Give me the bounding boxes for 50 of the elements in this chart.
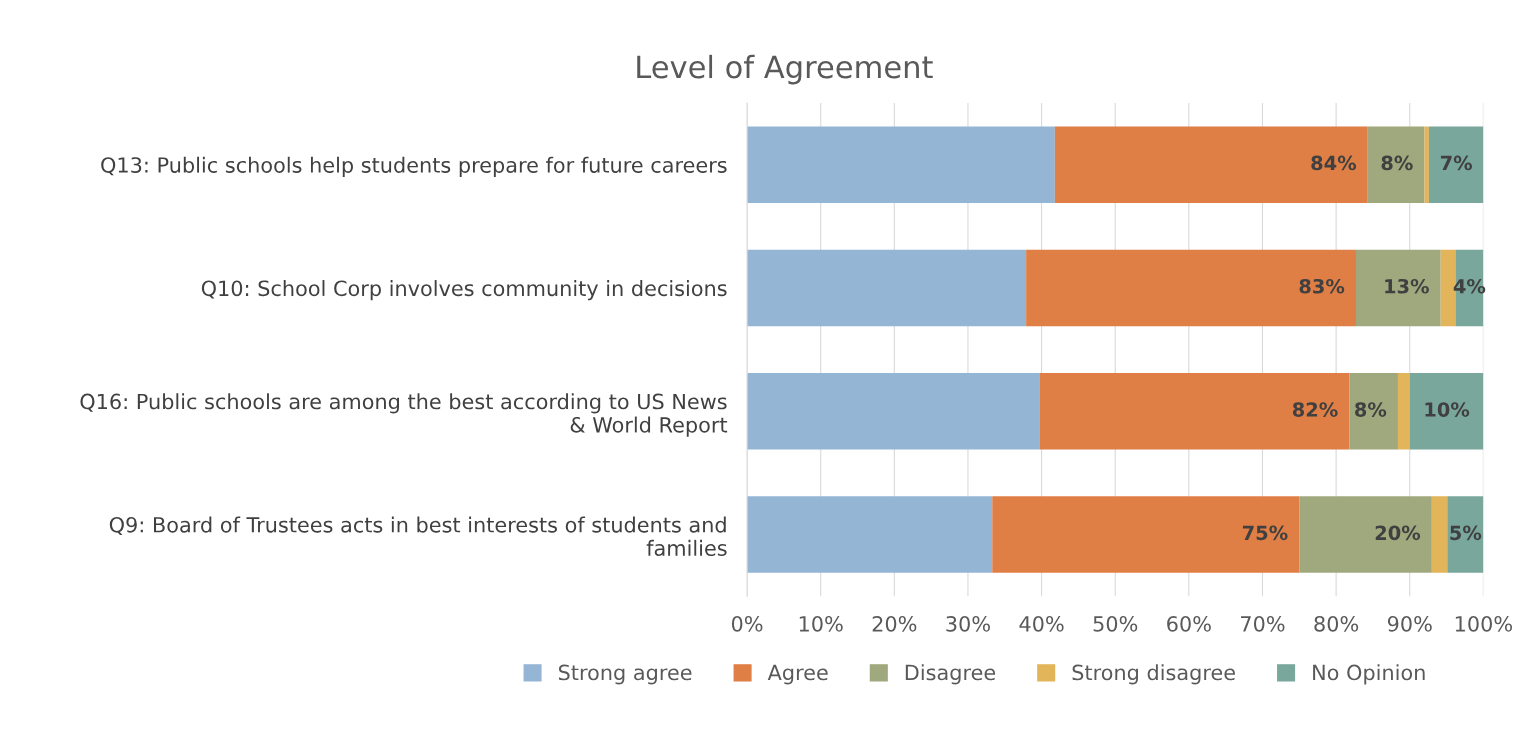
annotation: 82% — [1292, 402, 1338, 417]
legend-label: Strong disagree — [1072, 664, 1235, 685]
bar — [1054, 126, 1368, 203]
y-tick-label: Q13: Public schools help students prepare for future careers — [101, 156, 727, 177]
bar — [1397, 373, 1410, 450]
bar — [747, 373, 1040, 450]
bar — [1349, 373, 1398, 450]
bar — [1355, 249, 1441, 327]
bar — [1424, 126, 1429, 203]
annotation: 8% — [1381, 155, 1413, 171]
bar — [747, 249, 1027, 327]
x-tick-label: 90% — [1387, 615, 1432, 632]
y-tick-label: Q10: School Corp involves community in decisions — [201, 280, 727, 301]
legend-label: Agree — [767, 664, 828, 685]
annotation: 20% — [1375, 525, 1421, 541]
bar — [1026, 249, 1356, 327]
x-tick-label: 50% — [1093, 615, 1138, 632]
x-tick-label: 40% — [1019, 615, 1064, 632]
annotation: 84% — [1311, 155, 1357, 171]
annotation: 13% — [1385, 278, 1429, 294]
annotation: 75% — [1242, 525, 1288, 541]
x-tick-label: 70% — [1241, 615, 1285, 632]
bar — [1039, 373, 1350, 450]
bar — [1367, 126, 1425, 203]
legend-label: Strong agree — [558, 664, 692, 685]
x-tick-label: 100% — [1455, 615, 1513, 632]
bar — [1447, 496, 1484, 573]
x-tick-label: 0% — [731, 615, 763, 632]
y-tick-label: Q16: Public schools are among the best according to US News & World Report — [80, 393, 728, 437]
x-tick-label: 10% — [799, 615, 843, 632]
chart-title: Level of Agreement — [637, 54, 933, 85]
data-label: 10% — [1425, 402, 1470, 417]
legend-label: Disagree — [905, 664, 996, 685]
y-tick-label: Q9: Board of Trustees acts in best interests of students and families — [109, 516, 727, 556]
bar — [1428, 126, 1484, 203]
x-tick-label: 30% — [946, 615, 990, 632]
bar — [1431, 496, 1448, 573]
x-tick-label: 20% — [872, 615, 917, 632]
annotation: 8% — [1355, 402, 1387, 417]
bar — [747, 496, 993, 573]
data-label: 7% — [1440, 155, 1473, 171]
bar — [747, 126, 1055, 203]
bar — [992, 496, 1300, 573]
data-label: 5% — [1450, 525, 1482, 541]
x-tick-label: 60% — [1167, 615, 1211, 632]
bar — [1299, 496, 1432, 573]
bar — [1409, 373, 1484, 450]
legend-label: No Opinion — [1313, 664, 1425, 685]
annotation: 83% — [1299, 278, 1345, 294]
x-tick-label: 80% — [1314, 615, 1359, 632]
